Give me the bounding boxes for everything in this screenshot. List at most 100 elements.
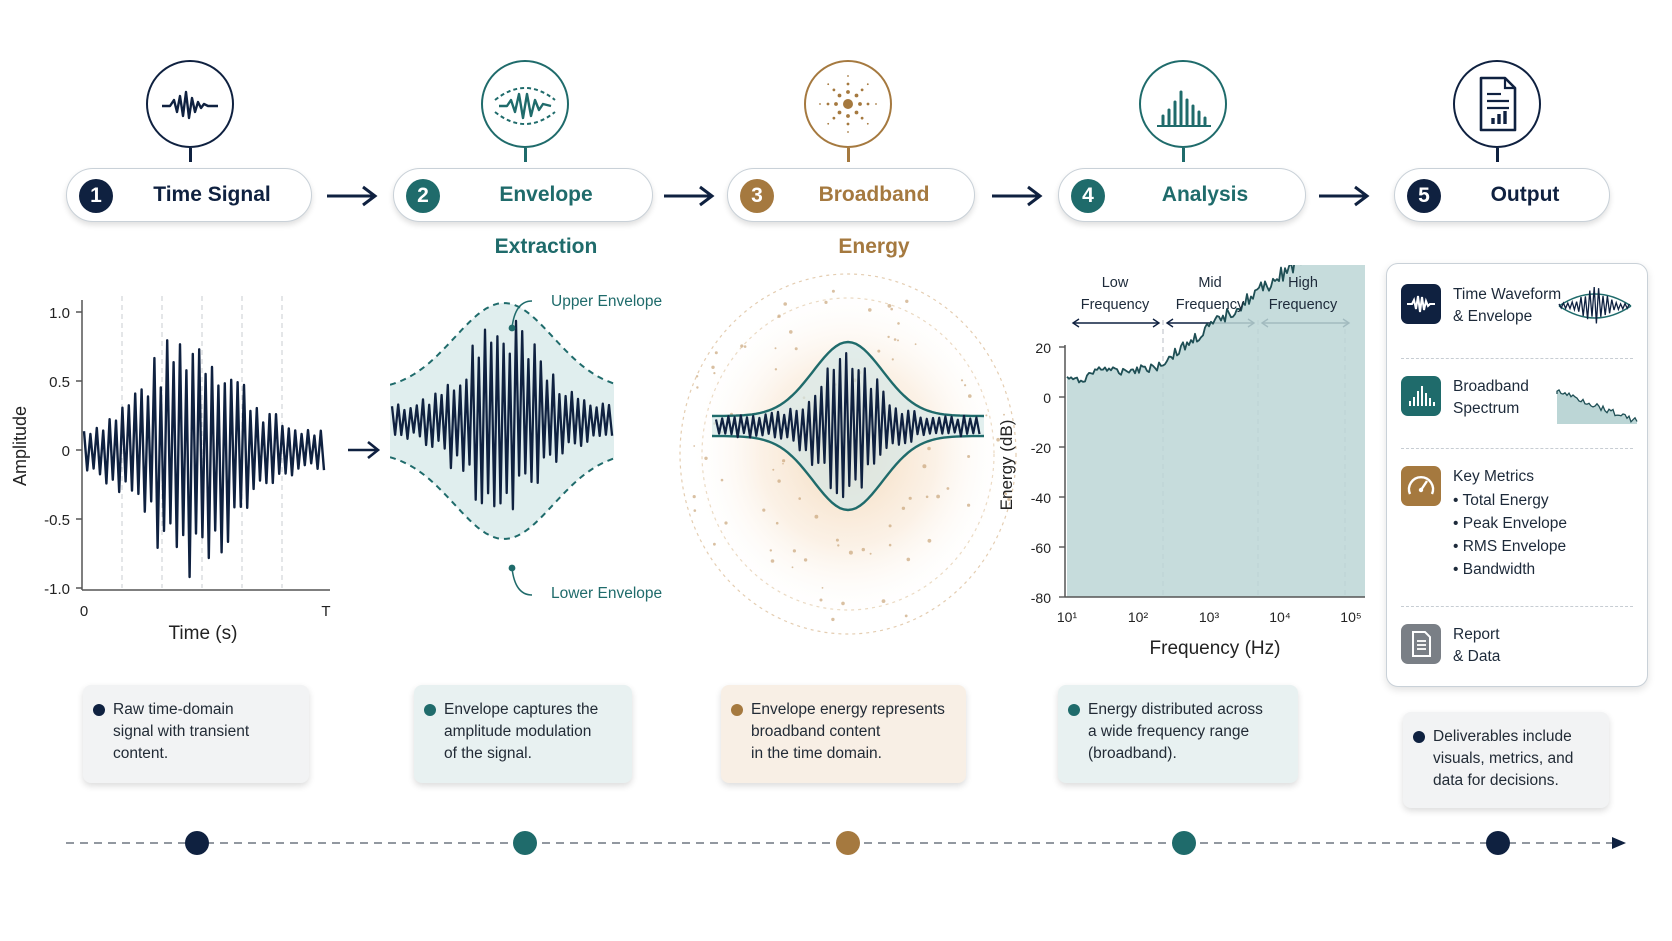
note-text: Deliverables include visuals, metrics, a… <box>1433 728 1574 789</box>
spectrum-bars-icon <box>1139 60 1227 148</box>
y-tick-label: -80 <box>1031 590 1051 606</box>
radiating-energy-icon <box>804 60 892 148</box>
y-tick-label: -1.0 <box>44 581 70 598</box>
broadband-energy-visual <box>676 263 1022 649</box>
timeline-dot <box>513 831 537 855</box>
step-label: Broadband Energy <box>818 183 930 258</box>
y-tick-label: -20 <box>1031 440 1051 456</box>
x-tick-label: 10³ <box>1199 609 1220 625</box>
note-text: Envelope energy represents broadband con… <box>751 701 945 762</box>
envelope-icon <box>481 60 569 148</box>
note-text: Raw time-domain signal with transient co… <box>113 701 250 762</box>
output-item-report: Report & Data <box>1401 624 1637 674</box>
band-label-mid: Mid Frequency <box>1175 275 1245 313</box>
arrow-right-icon <box>327 185 378 207</box>
divider <box>1401 606 1633 607</box>
note-text: Energy distributed across a wide frequen… <box>1088 701 1263 762</box>
bullet-dot <box>731 704 743 716</box>
y-tick-label: 1.0 <box>49 305 70 322</box>
waveform-icon <box>1401 284 1441 324</box>
timeline-dot <box>185 831 209 855</box>
arrow-right-icon <box>664 185 715 207</box>
time-signal-plot: 1.0 0.5 0 -0.5 -1.0 0 T Time (s) Amplitu… <box>0 290 345 660</box>
timeline-dot <box>1172 831 1196 855</box>
output-item-metrics: Key Metrics • Total Energy • Peak Envelo… <box>1401 466 1637 596</box>
metric-bullet: • RMS Envelope <box>1453 538 1567 555</box>
upper-envelope-label: Upper Envelope <box>551 293 663 310</box>
step-number-badge: 5 <box>1407 179 1441 213</box>
metric-bullet: • Peak Envelope <box>1453 515 1568 532</box>
output-item-label: Time Waveform & Envelope <box>1453 286 1562 325</box>
lower-envelope-label: Lower Envelope <box>551 585 663 602</box>
spectrum-thumbnail-icon <box>1556 388 1638 424</box>
step-broadband-energy: 3 Broadband Energy <box>727 168 975 258</box>
bullet-dot <box>424 704 436 716</box>
band-label-low: Low Frequency <box>1080 275 1150 313</box>
x-start-label: 0 <box>80 603 88 620</box>
y-tick-label: 0 <box>62 443 70 460</box>
waveform-thumbnail-icon <box>1558 286 1632 324</box>
band-label-high: High Frequency <box>1268 275 1338 313</box>
divider <box>1401 358 1633 359</box>
bullet-dot <box>1413 731 1425 743</box>
spectrum-plot: 20 0 -20 -40 -60 -80 10¹ 10² 10³ 10⁴ 10⁵… <box>985 218 1380 665</box>
metric-bullet: • Total Energy <box>1453 492 1549 509</box>
metric-name: Total Energy <box>1462 492 1549 509</box>
step-label: Analysis <box>1161 183 1249 206</box>
metric-bullet: • Bandwidth <box>1453 561 1536 578</box>
step-analysis: 4 Analysis <box>1058 168 1306 222</box>
output-panel: Time Waveform & Envelope Broadband Spect… <box>1386 263 1648 687</box>
connector-stem-5 <box>1496 148 1499 162</box>
step-time-signal: 1 Time Signal <box>66 168 312 222</box>
step-number-badge: 1 <box>79 179 113 213</box>
bullet-dot <box>93 704 105 716</box>
connector-stem-4 <box>1182 148 1185 162</box>
y-tick-label: 0.5 <box>49 374 70 391</box>
step-envelope-extraction: 2 Envelope Extraction <box>393 168 653 258</box>
step-output: 5 Output <box>1394 168 1610 222</box>
x-tick-label: 10² <box>1128 609 1149 625</box>
metric-name: Bandwidth <box>1462 561 1536 578</box>
x-end-label: T <box>321 603 330 620</box>
y-tick-label: -0.5 <box>44 512 70 529</box>
x-tick-label: 10⁵ <box>1340 609 1361 625</box>
output-item-label: Broadband Spectrum <box>1453 378 1529 417</box>
x-axis-label: Frequency (Hz) <box>1150 638 1281 659</box>
y-tick-label: -60 <box>1031 540 1051 556</box>
note-envelope: Envelope captures the amplitude modulati… <box>414 685 632 783</box>
y-tick-label: 0 <box>1043 390 1051 406</box>
output-item-spectrum: Broadband Spectrum <box>1401 376 1638 436</box>
bar-chart-icon <box>1401 376 1441 416</box>
step-number-badge: 3 <box>740 179 774 213</box>
divider <box>1401 448 1633 449</box>
x-axis-label: Time (s) <box>169 623 238 644</box>
y-tick-label: -40 <box>1031 490 1051 506</box>
output-item-label: Report & Data <box>1453 626 1501 665</box>
note-time-signal: Raw time-domain signal with transient co… <box>83 685 309 783</box>
arrow-right-icon <box>1319 185 1370 207</box>
y-tick-label: 20 <box>1035 340 1051 356</box>
waveform-icon <box>146 60 234 148</box>
report-document-icon <box>1453 60 1541 148</box>
step-number-badge: 4 <box>1071 179 1105 213</box>
metric-name: RMS Envelope <box>1462 538 1567 555</box>
step-label: Output <box>1490 183 1560 206</box>
timeline-dot <box>1486 831 1510 855</box>
arrow-right-icon <box>348 440 381 460</box>
step-number-badge: 2 <box>406 179 440 213</box>
connector-stem-1 <box>189 148 192 162</box>
note-broadband: Envelope energy represents broadband con… <box>721 685 966 783</box>
step-label: Envelope Extraction <box>494 183 598 258</box>
timeline-dot <box>836 831 860 855</box>
output-item-label: Key Metrics <box>1453 468 1534 485</box>
connector-stem-3 <box>847 148 850 162</box>
x-tick-label: 10¹ <box>1057 609 1078 625</box>
bullet-dot <box>1068 704 1080 716</box>
note-output: Deliverables include visuals, metrics, a… <box>1403 712 1609 808</box>
envelope-plot <box>389 285 680 605</box>
note-text: Envelope captures the amplitude modulati… <box>444 701 599 762</box>
note-analysis: Energy distributed across a wide frequen… <box>1058 685 1298 783</box>
y-axis-label: Energy (dB) <box>997 420 1016 511</box>
arrow-right-icon <box>992 185 1043 207</box>
connector-stem-2 <box>524 148 527 162</box>
